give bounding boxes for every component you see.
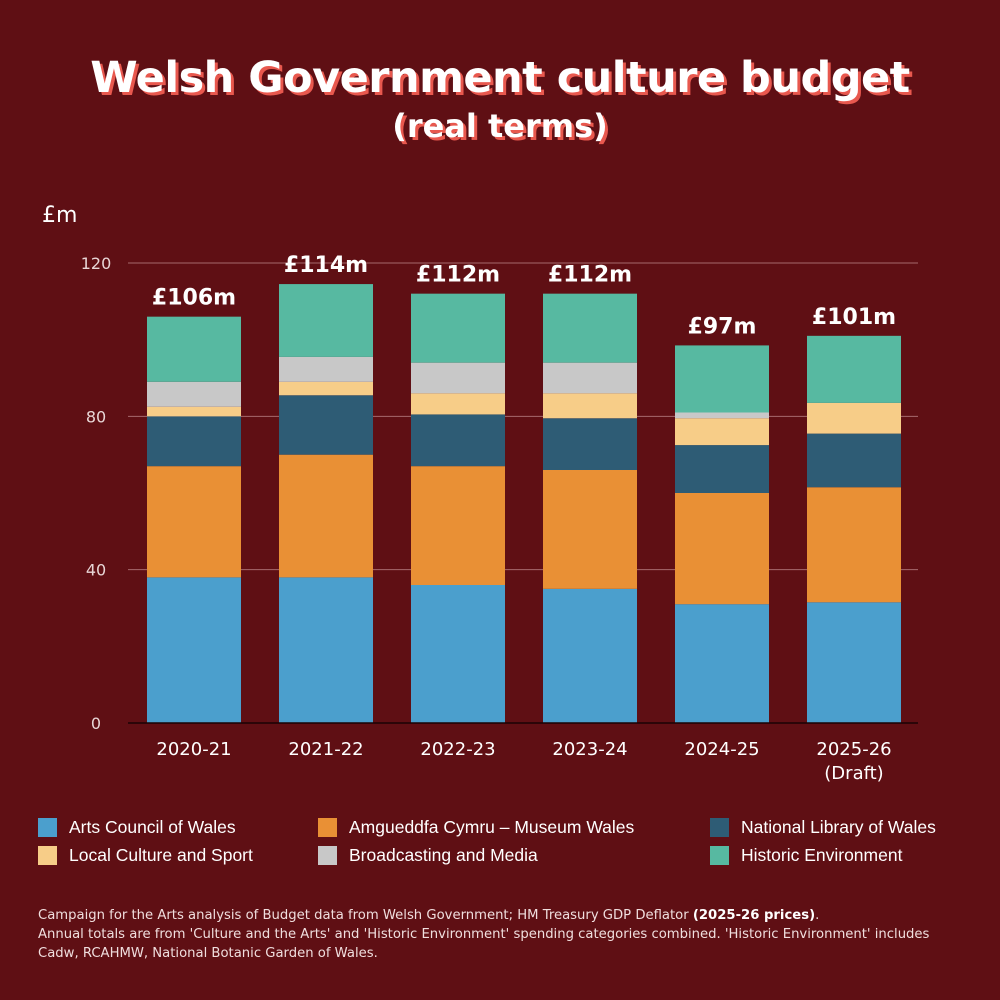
stacked-bar-chart: £m 0 40 80 120 £106m 2020-21 £114m 2021-22 £112m 2… — [0, 0, 1000, 800]
legend-label: Arts Council of Wales — [69, 817, 236, 838]
bar-segment — [543, 393, 637, 418]
legend-item: Broadcasting and Media — [318, 844, 710, 866]
bar-segment — [279, 357, 373, 382]
legend-item: Historic Environment — [710, 844, 970, 866]
bar-segment — [279, 577, 373, 723]
bar-segment — [147, 382, 241, 407]
legend-swatch — [318, 846, 337, 865]
total-label: £97m — [688, 314, 757, 339]
bar-segment — [543, 363, 637, 394]
bar-segment — [807, 336, 901, 403]
y-tick-label: 120 — [81, 254, 112, 273]
bar-segment — [807, 403, 901, 434]
bar-segment — [807, 434, 901, 488]
x-tick-label: 2020-21 — [156, 739, 231, 760]
source-line1-prefix: Campaign for the Arts analysis of Budget… — [38, 908, 693, 923]
x-tick-label: 2021-22 — [288, 739, 363, 760]
total-label: £112m — [548, 263, 632, 288]
x-tick-label: 2023-24 — [552, 739, 627, 760]
bar-segment — [147, 416, 241, 466]
bar-segment — [147, 317, 241, 382]
legend-label: Local Culture and Sport — [69, 845, 253, 866]
legend-label: Broadcasting and Media — [349, 845, 538, 866]
source-line2: Annual totals are from 'Culture and the … — [38, 927, 929, 961]
legend: Arts Council of Wales Amgueddfa Cymru – M… — [38, 816, 978, 866]
y-axis-label: £m — [42, 203, 77, 228]
y-tick-label: 0 — [91, 714, 101, 733]
bar-segment — [675, 413, 769, 419]
bar-segment — [411, 585, 505, 723]
legend-item: Amgueddfa Cymru – Museum Wales — [318, 816, 710, 838]
bar-segment — [807, 487, 901, 602]
total-label: £106m — [152, 286, 236, 311]
bar-segment — [147, 577, 241, 723]
bar-segment — [543, 418, 637, 470]
legend-item: Local Culture and Sport — [38, 844, 318, 866]
bar-segment — [543, 589, 637, 723]
bar-segment — [279, 455, 373, 578]
bar-segment — [279, 382, 373, 395]
bar-segment — [675, 445, 769, 493]
legend-item: Arts Council of Wales — [38, 816, 318, 838]
y-tick-label: 40 — [86, 561, 106, 580]
source-note: Campaign for the Arts analysis of Budget… — [38, 906, 968, 963]
bar-segment — [675, 604, 769, 723]
bar-segment — [411, 414, 505, 466]
legend-label: Historic Environment — [741, 845, 902, 866]
bar-segment — [411, 466, 505, 585]
source-line1-suffix: . — [815, 908, 819, 923]
bar-segment — [675, 345, 769, 412]
bar-segment — [147, 466, 241, 577]
legend-label: National Library of Wales — [741, 817, 936, 838]
total-label: £101m — [812, 305, 896, 330]
total-label: £112m — [416, 263, 500, 288]
bar-segment — [807, 602, 901, 723]
legend-label: Amgueddfa Cymru – Museum Wales — [349, 817, 634, 838]
bar-segment — [279, 284, 373, 357]
x-tick-note: (Draft) — [824, 763, 883, 784]
bar-segment — [411, 393, 505, 414]
bar-segment — [675, 493, 769, 604]
bar-segment — [147, 407, 241, 417]
bar-segment — [543, 470, 637, 589]
legend-swatch — [710, 818, 729, 837]
legend-item: National Library of Wales — [710, 816, 970, 838]
legend-swatch — [38, 846, 57, 865]
bar-segment — [411, 363, 505, 394]
x-tick-label: 2022-23 — [420, 739, 495, 760]
bar-segment — [279, 395, 373, 454]
legend-swatch — [318, 818, 337, 837]
bar-segment — [411, 294, 505, 363]
legend-swatch — [38, 818, 57, 837]
legend-swatch — [710, 846, 729, 865]
bar-segment — [675, 418, 769, 445]
x-tick-label: 2024-25 — [684, 739, 759, 760]
source-line1-bold: (2025-26 prices) — [693, 908, 815, 923]
total-label: £114m — [284, 253, 368, 278]
x-tick-label: 2025-26 — [816, 739, 891, 760]
y-tick-label: 80 — [86, 407, 106, 426]
bar-segment — [543, 294, 637, 363]
